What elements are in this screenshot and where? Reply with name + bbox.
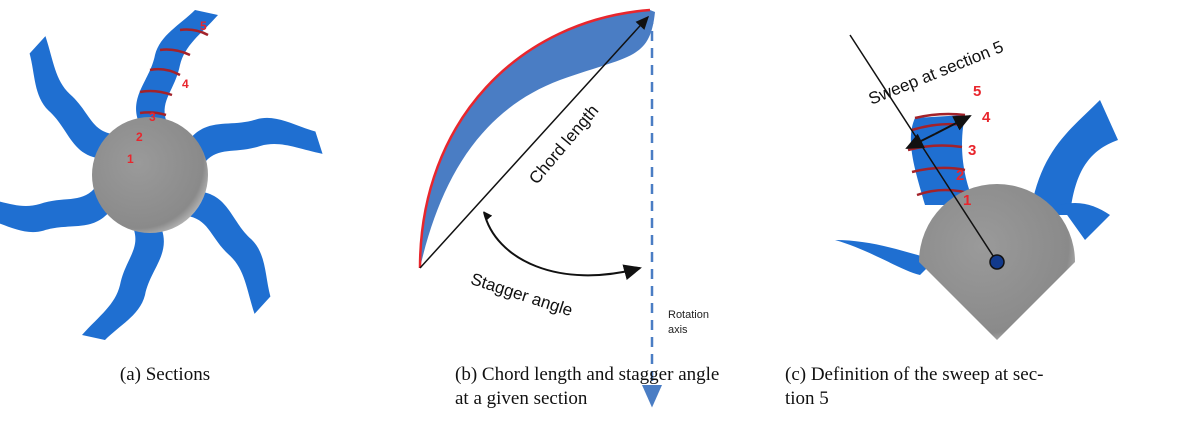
section-label: 1 — [127, 152, 134, 166]
section-label: 3 — [968, 142, 976, 159]
axis-label: Rotation — [668, 309, 709, 321]
section-label: 2 — [956, 167, 964, 184]
section-label: 5 — [973, 83, 981, 100]
section-label: 4 — [182, 77, 189, 91]
section-label: 4 — [982, 109, 991, 126]
stagger-label: Stagger angle — [468, 269, 575, 320]
sweep-label: Sweep at section 5 — [866, 37, 1006, 108]
axis-label: axis — [668, 324, 688, 336]
chord-label: Chord length — [525, 101, 602, 188]
caption: tion 5 — [785, 388, 829, 409]
section-label: 1 — [963, 192, 971, 209]
caption: (c) Definition of the sweep at sec- — [785, 364, 1044, 385]
section-label: 3 — [149, 110, 156, 124]
section-label: 5 — [200, 19, 207, 33]
panel-c — [835, 34, 1118, 340]
caption: (b) Chord length and stagger angle — [455, 364, 719, 385]
panel-a — [0, 10, 327, 340]
panel-b — [418, 8, 662, 408]
caption: (a) Sections — [120, 364, 210, 385]
section-label: 2 — [136, 130, 143, 144]
caption: at a given section — [455, 388, 588, 409]
